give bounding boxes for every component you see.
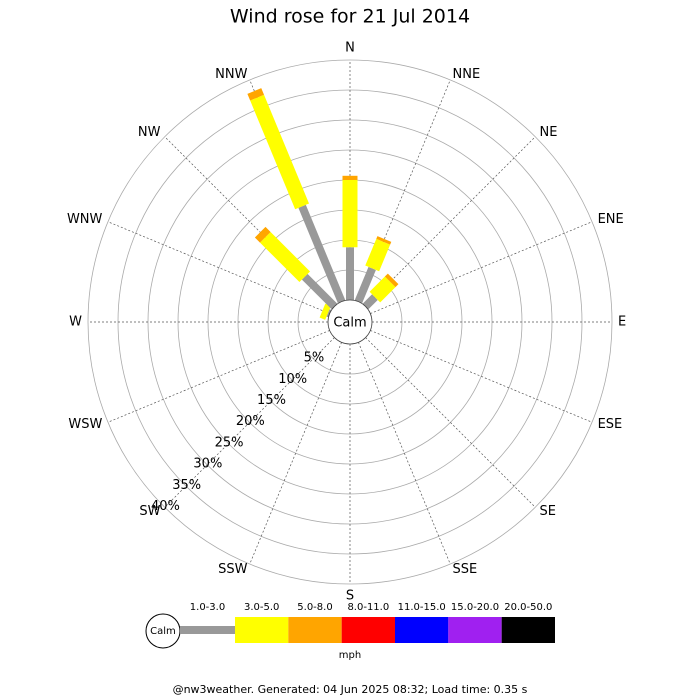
spoke (365, 337, 536, 508)
ring-label: 20% (236, 414, 265, 429)
bar-segment (362, 294, 378, 310)
ring-label: 35% (172, 478, 201, 493)
spoke (107, 330, 330, 423)
spoke (370, 330, 593, 423)
unit-label: mph (339, 650, 361, 661)
bar-segment (342, 175, 358, 180)
ring-label: 25% (215, 435, 244, 450)
direction-label: E (618, 315, 626, 330)
legend-swatch (448, 617, 502, 643)
legend-calm-label: Calm (150, 626, 176, 637)
spoke (164, 337, 335, 508)
bar-segment (369, 276, 396, 303)
direction-label: SE (540, 504, 556, 519)
bar-segment (250, 94, 310, 210)
bar-segment (354, 266, 376, 304)
legend-swatch (235, 617, 289, 643)
direction-label: ENE (598, 212, 624, 227)
footer: @nw3weather. Generated: 04 Jun 2025 08:3… (173, 683, 528, 696)
ring-label: 40% (151, 499, 180, 514)
direction-label: WNW (67, 212, 103, 227)
ring-label: 30% (193, 457, 222, 472)
legend-label: 5.0-8.0 (297, 602, 332, 613)
bar-segment (298, 204, 346, 304)
legend-label: 3.0-5.0 (244, 602, 279, 613)
direction-label: WSW (68, 417, 102, 432)
legend-label: 20.0-50.0 (504, 602, 552, 613)
ring-label: 5% (304, 351, 325, 366)
legend-label: 1.0-3.0 (190, 602, 225, 613)
legend-swatch (395, 617, 449, 643)
bar-segment (326, 309, 332, 318)
direction-label: NW (138, 125, 161, 140)
bar-segment (319, 303, 331, 320)
bar-segment (301, 273, 338, 310)
legend-swatch (341, 617, 395, 643)
chart-title: Wind rose for 21 Jul 2014 (230, 6, 470, 28)
ring-label: 15% (257, 393, 286, 408)
direction-label: SSE (453, 562, 478, 577)
spoke (107, 221, 330, 314)
direction-label: NNW (215, 67, 247, 82)
spoke (249, 342, 342, 565)
ring-label: 10% (278, 372, 307, 387)
calm-circle (327, 299, 373, 345)
legend-label: 11.0-15.0 (398, 602, 446, 613)
bar-segment (254, 226, 271, 243)
spoke (370, 221, 593, 314)
bar-segment (365, 238, 391, 272)
calm-label: Calm (333, 316, 366, 331)
direction-label: NNE (453, 67, 481, 82)
legend-swatch (288, 617, 342, 643)
legend-label: 8.0-11.0 (347, 602, 389, 613)
ring (87, 59, 613, 585)
legend-swatch (180, 626, 235, 634)
spoke (365, 136, 536, 307)
bar-segment (259, 231, 311, 283)
direction-label: N (345, 41, 355, 56)
direction-label: ESE (598, 417, 623, 432)
direction-label: S (346, 589, 354, 604)
bar-segment (346, 247, 354, 300)
direction-label: SSW (218, 562, 248, 577)
spoke (358, 342, 451, 565)
legend-label: 15.0-20.0 (451, 602, 499, 613)
direction-label: NE (540, 125, 558, 140)
direction-label: W (69, 315, 82, 330)
bar-segment (342, 180, 358, 248)
direction-label: SW (139, 504, 160, 519)
legend-swatch (501, 617, 555, 643)
bar-segment (384, 273, 399, 288)
bar-segment (247, 88, 265, 101)
bar-segment (376, 236, 392, 245)
